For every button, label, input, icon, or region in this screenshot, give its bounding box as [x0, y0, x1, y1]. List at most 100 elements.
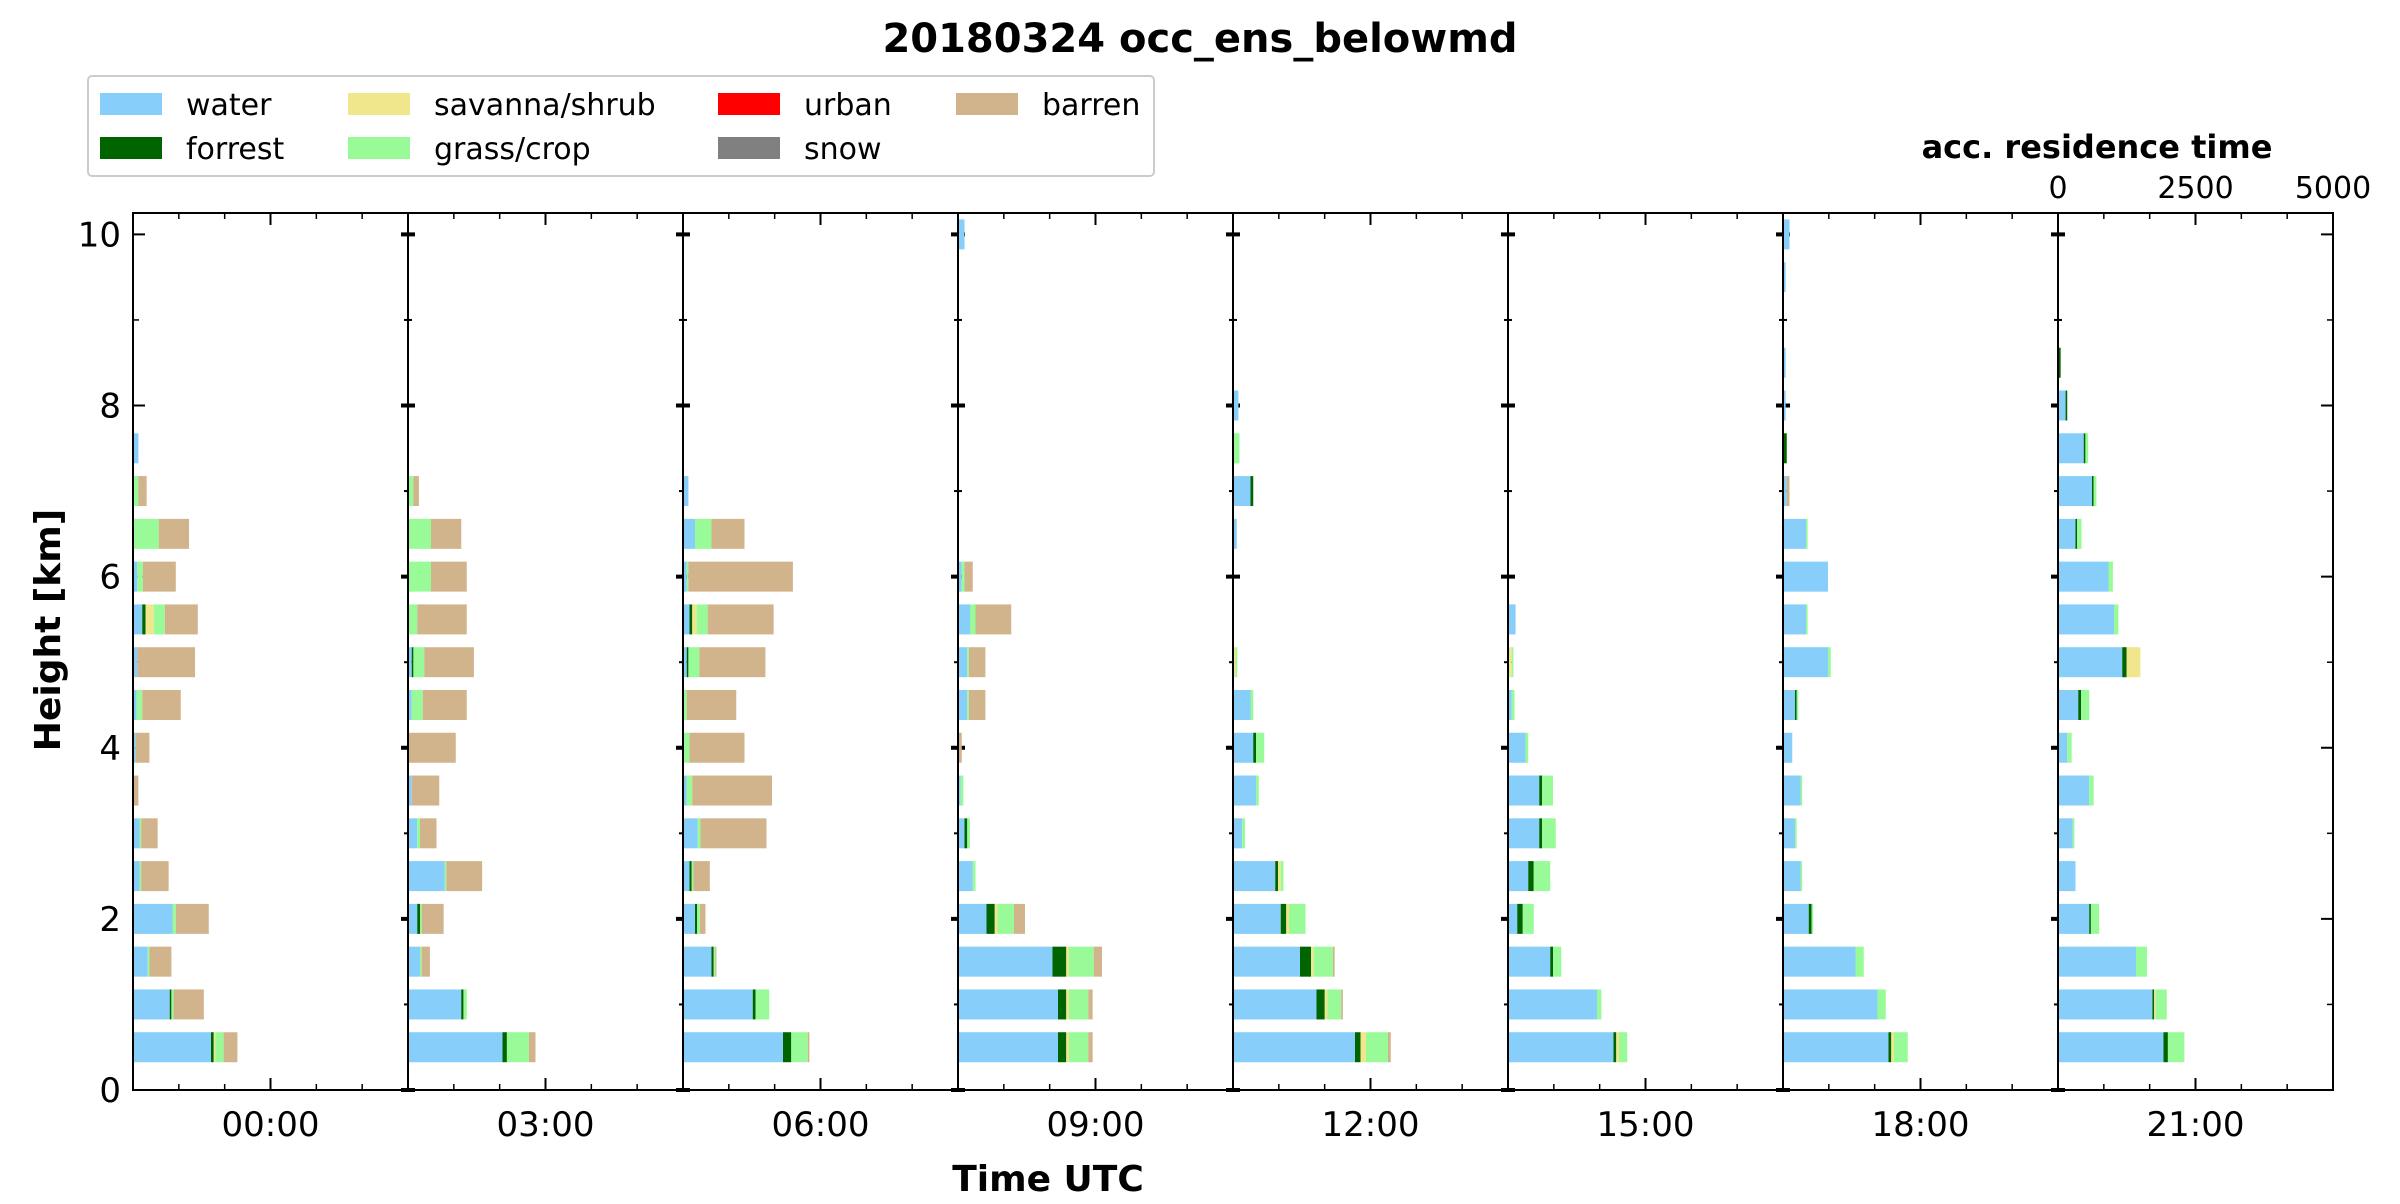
bar-segment-grass-crop	[2072, 818, 2075, 849]
bar-segment-grass-crop	[1256, 732, 1265, 763]
bar-segment-forrest	[2059, 347, 2061, 378]
bar-segment-water	[1784, 476, 1787, 507]
bar-segment-forrest	[1528, 861, 1534, 892]
bar-segment-water	[2059, 433, 2084, 464]
bar-segment-water	[2059, 861, 2076, 892]
bar-segment-barren	[149, 946, 172, 977]
bar-segment-water	[1784, 219, 1790, 250]
bar-segment-grass-crop	[961, 561, 965, 592]
bar-segment-barren	[446, 861, 483, 892]
bar-segment-barren	[700, 818, 767, 849]
bar-segment-water	[1784, 946, 1856, 977]
bar-segment-forrest	[1795, 689, 1797, 720]
bar-segment-barren	[135, 732, 150, 763]
bar-segment-water	[1509, 861, 1529, 892]
bar-segment-forrest	[2122, 647, 2127, 678]
bar-segment-grass-crop	[688, 647, 700, 678]
bar-segment-water	[684, 518, 695, 549]
bar-segment-water	[684, 476, 689, 507]
bar-segment-grass-crop	[1533, 861, 1551, 892]
chart-title: 20180324 occ_ens_belowmd	[882, 16, 1517, 62]
bar-segment-water	[134, 433, 139, 464]
bar-segment-water	[2059, 390, 2066, 421]
bar-segment-water	[959, 775, 961, 806]
bar-segment-barren	[411, 775, 440, 806]
bar-segment-barren	[431, 518, 462, 549]
bar-segment-grass-crop	[1280, 861, 1284, 892]
bar-segment-water	[959, 647, 968, 678]
bar-segment-forrest	[2075, 518, 2078, 549]
bar-segment-barren	[422, 689, 467, 720]
bar-segment-water	[1509, 1032, 1614, 1063]
bar-segment-barren	[693, 861, 710, 892]
bar-segment-water	[134, 604, 143, 635]
legend: water forrest savanna/shrub grass/crop urban…	[87, 75, 1155, 177]
bar-segment-water	[959, 818, 965, 849]
bar-segment-grass-crop	[444, 861, 447, 892]
bar-segment-water	[1784, 647, 1828, 678]
bar-segment-savanna-shrub	[145, 604, 154, 635]
legend-label: grass/crop	[434, 132, 591, 167]
bar-segment-grass-crop	[2081, 689, 2090, 720]
bar-segment-barren	[409, 732, 456, 763]
top-axis-tick-label: 5000	[2295, 171, 2371, 206]
bar-segment-grass-crop	[137, 561, 143, 592]
bar-segment-water	[1509, 903, 1518, 934]
bar-segment-forrest	[461, 989, 464, 1020]
plot-area: 0 2 4 6 8 10 00:00 03:00 06:00 09:00 12:00 15:00 18:…	[78, 171, 2371, 1145]
bar-segment-forrest	[1280, 903, 1287, 934]
bar-segment-savanna-shrub	[1278, 861, 1281, 892]
bar-segment-barren	[688, 561, 793, 592]
legend-swatch	[718, 137, 780, 159]
bar-segment-grass-crop	[1795, 818, 1797, 849]
bar-segment-savanna-shrub	[994, 903, 998, 934]
bar-segment-grass-crop	[970, 604, 976, 635]
bar-segment-grass-crop	[1811, 903, 1814, 934]
bar-segment-water	[409, 903, 418, 934]
bar-segment-forrest	[1300, 946, 1311, 977]
bar-segment-water	[1234, 861, 1276, 892]
bar-segment-grass-crop	[215, 1032, 224, 1063]
x-tick-label: 18:00	[1872, 1105, 1970, 1145]
bar-segment-forrest	[2078, 689, 2081, 720]
bar-segment-grass-crop	[1877, 989, 1886, 1020]
bar-segment-water	[684, 1032, 783, 1063]
bar-segment-forrest	[1888, 1032, 1892, 1063]
bar-segment-forrest	[1550, 946, 1553, 977]
bar-segment-barren	[134, 775, 139, 806]
bar-segment-grass-crop	[1256, 775, 1259, 806]
bar-segment-savanna-shrub	[1891, 1032, 1894, 1063]
bar-segment-savanna-shrub	[1311, 946, 1314, 977]
bar-segment-water	[2059, 903, 2090, 934]
bar-segment-forrest	[783, 1032, 792, 1063]
bar-segment-grass-crop	[960, 775, 964, 806]
bar-segment-water	[1234, 775, 1256, 806]
bar-segment-grass-crop	[1796, 689, 1799, 720]
y-tick-label: 2	[99, 900, 121, 940]
bar-segment-savanna-shrub	[1286, 903, 1289, 934]
legend-swatch	[956, 93, 1018, 115]
bar-segment-forrest	[1539, 818, 1542, 849]
y-tick-label: 4	[99, 729, 121, 769]
bar-segment-barren	[421, 903, 444, 934]
bar-segment-forrest	[417, 903, 420, 934]
bar-segment-forrest	[986, 903, 995, 934]
bar-segment-water	[2059, 518, 2076, 549]
bar-segment-water	[1509, 946, 1551, 977]
bar-segment-grass-crop	[2108, 561, 2113, 592]
bar-segment-water	[684, 903, 695, 934]
y-tick-label: 8	[99, 387, 121, 427]
bar-segment-grass-crop	[2090, 903, 2100, 934]
bar-segment-water	[1784, 989, 1878, 1020]
bar-segment-forrest	[1250, 476, 1254, 507]
bar-segment-grass-crop	[2067, 732, 2072, 763]
bar-segment-barren	[158, 518, 189, 549]
bar-segment-water	[134, 946, 148, 977]
bar-segment-water	[1234, 689, 1251, 720]
bar-segment-grass-crop	[1511, 689, 1515, 720]
bar-segment-forrest	[2065, 390, 2068, 421]
bar-segment-grass-crop	[684, 689, 687, 720]
bar-segment-water	[1784, 689, 1795, 720]
x-tick-label: 03:00	[497, 1105, 595, 1145]
bar-segment-water	[1784, 518, 1806, 549]
